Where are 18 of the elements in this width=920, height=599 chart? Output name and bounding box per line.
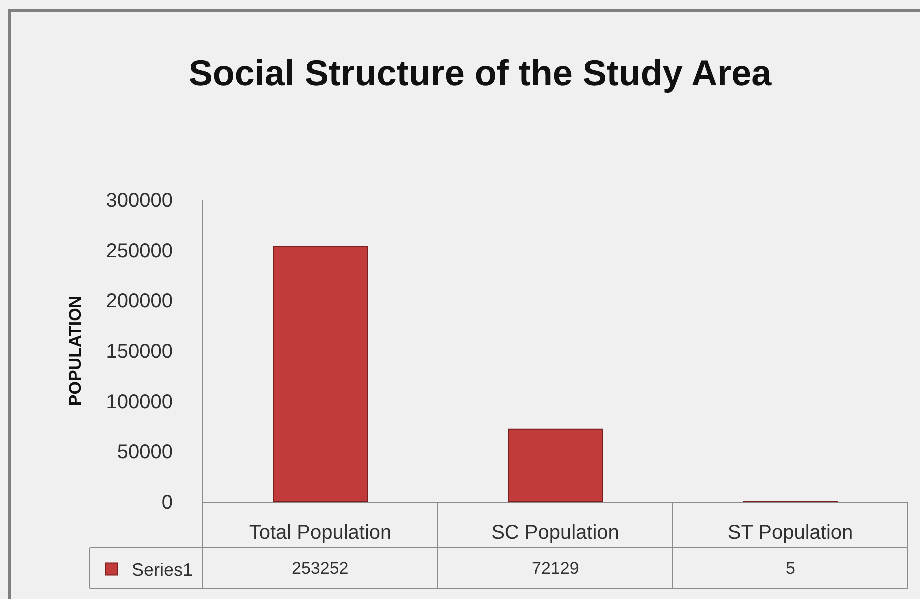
chart-title: Social Structure of the Study Area xyxy=(188,52,773,94)
x-tick-label: SC Population xyxy=(492,522,620,544)
y-tick-label: 250000 xyxy=(106,240,173,262)
bar xyxy=(508,428,603,502)
y-tick-label: 150000 xyxy=(106,341,173,363)
data-label: 253252 xyxy=(292,559,349,578)
data-label: 5 xyxy=(786,559,796,578)
x-tick-label: ST Population xyxy=(728,522,854,544)
y-axis-title: POPULATION xyxy=(66,296,85,406)
y-tick-label: 300000 xyxy=(106,190,173,212)
legend-label: Series1 xyxy=(132,560,194,580)
y-tick-label: 200000 xyxy=(106,290,173,313)
y-tick-label: 50000 xyxy=(117,442,173,464)
data-label: 72129 xyxy=(532,559,580,578)
y-tick-label: 100000 xyxy=(106,391,173,414)
bar xyxy=(273,246,368,502)
x-tick-label: Total Population xyxy=(249,522,392,544)
y-tick-label: 0 xyxy=(162,492,173,514)
